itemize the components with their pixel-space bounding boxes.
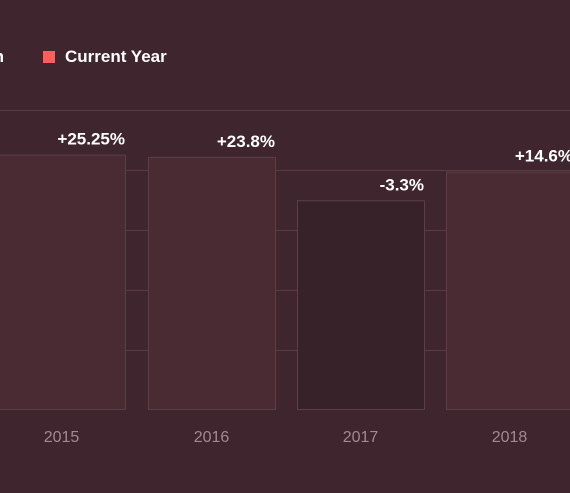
bar-2017[interactable]	[297, 200, 425, 410]
x-tick-labels: 2015 2016 2017 2018	[44, 429, 528, 446]
data-label-2016: +23.8%	[217, 132, 275, 151]
x-tick-label-2017: 2017	[343, 429, 379, 446]
x-tick-label-2018: 2018	[492, 429, 528, 446]
data-label-2015: +25.25%	[57, 130, 125, 149]
legend-swatch-current-year	[43, 51, 55, 63]
bar-2018[interactable]	[446, 171, 570, 410]
legend-item-current-year[interactable]: Current Year	[43, 47, 167, 67]
data-label-2018: +14.6%	[515, 147, 570, 166]
legend-label-partial: th	[0, 47, 4, 67]
data-labels: +25.25% +23.8% -3.3% +14.6%	[57, 130, 570, 195]
bars	[0, 154, 570, 410]
bar-2015[interactable]	[0, 154, 126, 410]
legend-label-current-year: Current Year	[65, 47, 167, 66]
x-tick-label-2015: 2015	[44, 429, 80, 446]
data-label-2017: -3.3%	[380, 175, 424, 194]
x-tick-label-2016: 2016	[194, 429, 230, 446]
legend-item-partial[interactable]: th	[0, 47, 4, 67]
bar-2016[interactable]	[148, 156, 276, 410]
